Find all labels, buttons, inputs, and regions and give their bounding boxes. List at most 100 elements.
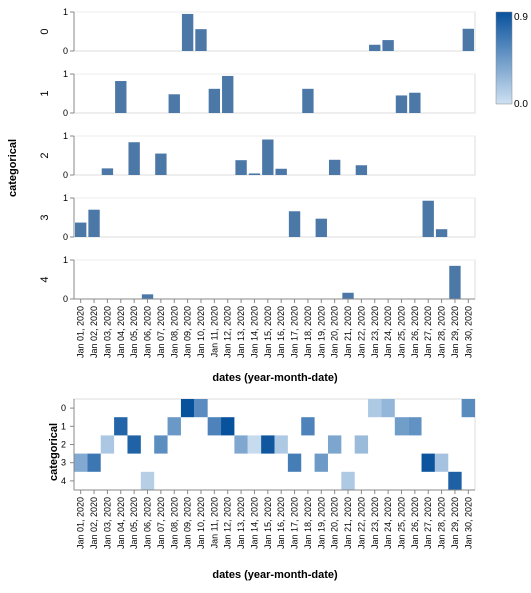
heatmap-cell <box>167 417 181 436</box>
heatmap-y-tick-label: 4 <box>61 476 66 486</box>
heatmap-cell <box>154 435 168 454</box>
heatmap-x-tick-label: Jan 30, 2020 <box>463 497 473 549</box>
facet-panel-frame <box>73 135 476 176</box>
heatmap-y-tick-label: 0 <box>61 403 66 413</box>
heatmap-cell <box>368 399 382 418</box>
heatmap-cell <box>247 435 262 454</box>
x-tick-label: Jan 15, 2020 <box>263 306 273 358</box>
heatmap-cell <box>87 453 101 472</box>
heatmap-cell <box>434 453 449 472</box>
heatmap-x-tick-label: Jan 25, 2020 <box>396 497 406 549</box>
color-legend: 0.9 0.0 <box>495 11 528 110</box>
heatmap-x-tick-label: Jan 19, 2020 <box>316 497 326 549</box>
y-tick-label: 0 <box>63 170 68 180</box>
facet-panel-frame <box>73 73 476 114</box>
bar <box>262 139 274 175</box>
x-tick-label: Jan 12, 2020 <box>223 306 233 358</box>
heatmap-y-tick-label: 3 <box>61 458 66 468</box>
x-tick-label: Jan 01, 2020 <box>76 306 86 358</box>
heatmap-y-tick-label: 1 <box>61 421 66 431</box>
bar <box>288 211 301 237</box>
bar <box>382 40 394 51</box>
bar <box>75 222 87 237</box>
heatmap-cell <box>461 399 475 418</box>
x-tick-label: Jan 06, 2020 <box>143 306 153 358</box>
bar <box>248 173 261 175</box>
heatmap-x-tick-label: Jan 26, 2020 <box>410 497 420 549</box>
x-tick-label: Jan 19, 2020 <box>316 306 326 358</box>
heatmap-cell <box>301 417 315 436</box>
y-tick-label: 1 <box>63 131 68 141</box>
heatmap-cell <box>394 417 409 436</box>
heatmap-cell <box>327 435 342 454</box>
bar <box>315 218 327 237</box>
y-tick-label: 1 <box>63 193 68 203</box>
heatmap-x-tick-label: Jan 29, 2020 <box>450 497 460 549</box>
heatmap-cell <box>180 399 195 418</box>
heatmap-cell <box>114 417 128 436</box>
bar <box>168 94 180 113</box>
heatmap-x-tick-label: Jan 20, 2020 <box>330 497 340 549</box>
heatmap-y-axis-title: categorical <box>48 423 60 481</box>
bar <box>449 265 461 299</box>
bar <box>128 142 140 175</box>
heatmap-cell <box>354 435 369 454</box>
heatmap-x-tick-label: Jan 17, 2020 <box>290 497 300 549</box>
heatmap-x-tick-label: Jan 13, 2020 <box>236 497 246 549</box>
heatmap-x-tick-label: Jan 11, 2020 <box>209 497 219 548</box>
bar <box>115 81 127 113</box>
x-tick-label: Jan 28, 2020 <box>437 306 447 358</box>
heatmap-x-tick-label: Jan 02, 2020 <box>89 497 99 549</box>
x-tick-label: Jan 13, 2020 <box>236 306 246 358</box>
x-tick-label: Jan 14, 2020 <box>249 306 259 358</box>
heatmap-cell <box>287 453 302 472</box>
bar <box>409 92 421 113</box>
heatmap-x-tick-label: Jan 15, 2020 <box>263 497 273 549</box>
x-tick-label: Jan 04, 2020 <box>116 306 126 358</box>
bar <box>208 88 221 113</box>
bar <box>195 29 207 51</box>
y-tick-label: 0 <box>63 232 68 242</box>
y-tick-label: 0 <box>63 108 68 118</box>
heatmap-cell <box>261 435 275 454</box>
bar <box>235 160 247 175</box>
x-tick-label: Jan 07, 2020 <box>156 306 166 358</box>
x-tick-label: Jan 27, 2020 <box>423 306 433 358</box>
heatmap-x-tick-label: Jan 28, 2020 <box>437 497 447 549</box>
bar-x-axis-ticks: Jan 01, 2020 Jan 02, 2020 Jan 03, 2020 Jan … <box>76 299 473 358</box>
heatmap-cell <box>127 435 141 454</box>
y-tick-label: 1 <box>63 7 68 17</box>
heatmap-cell <box>381 399 395 418</box>
x-tick-label: Jan 20, 2020 <box>330 306 340 358</box>
heatmap-x-tick-label: Jan 04, 2020 <box>116 497 126 549</box>
heatmap-x-tick-label: Jan 03, 2020 <box>102 497 112 549</box>
heatmap-x-tick-label: Jan 21, 2020 <box>343 497 353 549</box>
x-tick-label: Jan 16, 2020 <box>276 306 286 358</box>
heatmap-cell <box>341 471 355 490</box>
bar <box>88 209 100 237</box>
bar <box>141 294 154 299</box>
bar <box>369 44 381 51</box>
x-tick-label: Jan 23, 2020 <box>370 306 380 358</box>
x-tick-label: Jan 10, 2020 <box>196 306 206 358</box>
bar-x-axis-title: dates (year-month-date) <box>212 372 338 384</box>
heatmap-cell <box>448 471 462 490</box>
heatmap-x-tick-label: Jan 09, 2020 <box>183 497 193 549</box>
heatmap-x-tick-label: Jan 07, 2020 <box>156 497 166 549</box>
heatmap-cell <box>207 417 222 436</box>
bar <box>462 28 474 51</box>
heatmap-x-tick-label: Jan 08, 2020 <box>169 497 179 549</box>
heatmap-cell <box>74 453 88 472</box>
heatmap-cell <box>421 453 435 472</box>
x-tick-label: Jan 29, 2020 <box>450 306 460 358</box>
bar <box>101 168 114 175</box>
facet-title: categorical <box>7 139 19 197</box>
heatmap-x-tick-label: Jan 14, 2020 <box>249 497 259 549</box>
facet-row-label: 1 <box>39 90 51 96</box>
bar <box>342 292 354 299</box>
heatmap-x-tick-label: Jan 16, 2020 <box>276 497 286 549</box>
x-tick-label: Jan 05, 2020 <box>129 306 139 358</box>
heatmap-x-tick-label: Jan 24, 2020 <box>383 497 393 549</box>
x-tick-label: Jan 18, 2020 <box>303 306 313 358</box>
